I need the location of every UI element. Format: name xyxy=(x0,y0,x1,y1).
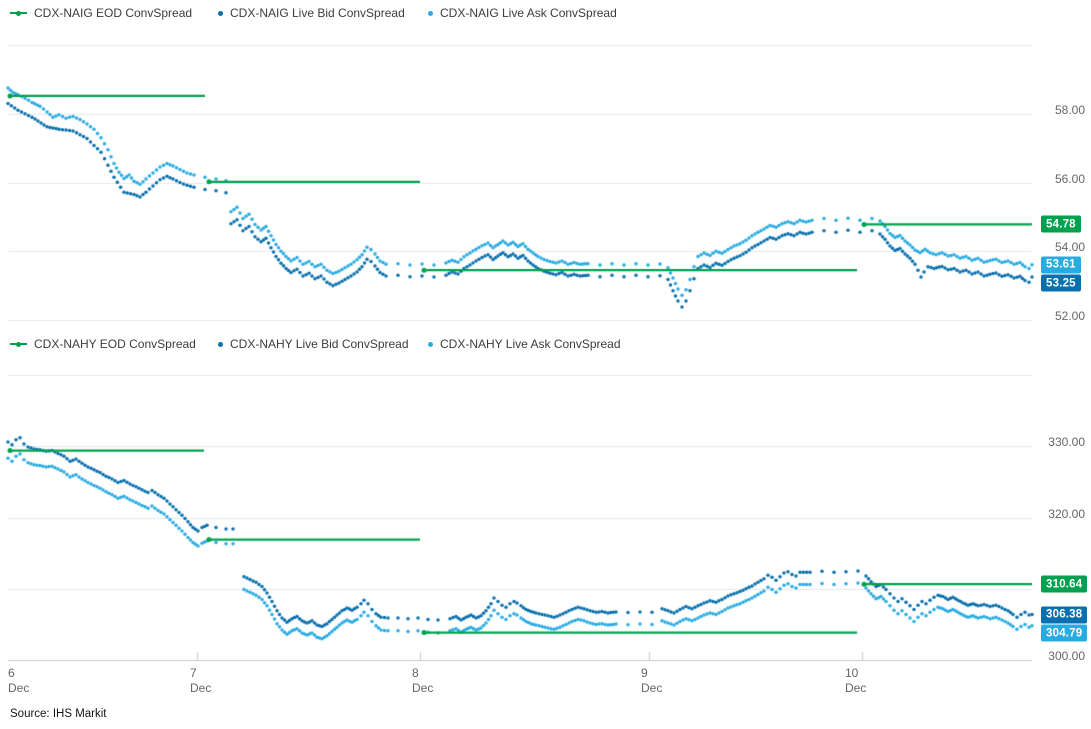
y-axis-label: 330.00 xyxy=(1048,435,1085,450)
bid-dot-marker-icon xyxy=(218,10,223,16)
ask-dot-marker-icon xyxy=(428,341,433,347)
legend-label: CDX-NAIG EOD ConvSpread xyxy=(34,6,193,20)
x-axis-month: Dec xyxy=(412,681,434,695)
legend-label: CDX-NAHY Live Bid ConvSpread xyxy=(230,337,409,351)
legend-label: CDX-NAIG Live Ask ConvSpread xyxy=(440,6,617,20)
legend-item-nahy-bid[interactable]: CDX-NAHY Live Bid ConvSpread xyxy=(218,336,409,352)
x-axis-day: 10 xyxy=(845,666,859,680)
x-axis-month: Dec xyxy=(845,681,867,695)
legend-naig: CDX-NAIG EOD ConvSpread CDX-NAIG Live Bi… xyxy=(0,5,1091,23)
legend-item-nahy-eod[interactable]: CDX-NAHY EOD ConvSpread xyxy=(10,336,196,352)
legend-label: CDX-NAHY EOD ConvSpread xyxy=(34,337,196,351)
x-axis-month: Dec xyxy=(641,681,663,695)
last-value-badge: 53.61 xyxy=(1041,256,1081,274)
y-axis-label: 320.00 xyxy=(1048,506,1085,521)
last-value-badge: 304.79 xyxy=(1041,624,1088,642)
y-axis-label: 54.00 xyxy=(1054,240,1085,255)
last-value-badge: 306.38 xyxy=(1041,606,1088,624)
source-label: Source: IHS Markit xyxy=(10,708,107,720)
x-axis-month: Dec xyxy=(8,681,30,695)
x-axis-day: 8 xyxy=(412,666,419,680)
last-value-badge: 53.25 xyxy=(1041,274,1081,292)
last-value-badge: 54.78 xyxy=(1041,215,1081,233)
legend-item-naig-ask[interactable]: CDX-NAIG Live Ask ConvSpread xyxy=(428,5,617,21)
x-axis-label: 6 Dec xyxy=(8,666,29,696)
ask-dot-marker-icon xyxy=(428,10,433,16)
x-axis-day: 6 xyxy=(8,666,15,680)
x-axis-label: 10 Dec xyxy=(845,666,866,696)
y-axis-label: 300.00 xyxy=(1048,649,1085,663)
legend-item-nahy-ask[interactable]: CDX-NAHY Live Ask ConvSpread xyxy=(428,336,621,352)
eod-line-marker-icon xyxy=(10,341,27,347)
x-axis-label: 9 Dec xyxy=(641,666,662,696)
legend-label: CDX-NAIG Live Bid ConvSpread xyxy=(230,6,405,20)
x-axis-month: Dec xyxy=(190,681,212,695)
legend-nahy: CDX-NAHY EOD ConvSpread CDX-NAHY Live Bi… xyxy=(0,336,1091,354)
x-axis-day: 9 xyxy=(641,666,648,680)
y-axis-label: 52.00 xyxy=(1054,309,1085,323)
legend-label: CDX-NAHY Live Ask ConvSpread xyxy=(440,337,621,351)
legend-item-naig-bid[interactable]: CDX-NAIG Live Bid ConvSpread xyxy=(218,5,405,21)
legend-item-naig-eod[interactable]: CDX-NAIG EOD ConvSpread xyxy=(10,5,192,21)
bid-dot-marker-icon xyxy=(218,341,223,347)
y-axis-label: 58.00 xyxy=(1054,102,1085,117)
last-value-badge: 310.64 xyxy=(1041,575,1088,593)
x-axis-label: 7 Dec xyxy=(190,666,211,696)
eod-line-marker-icon xyxy=(10,10,27,16)
x-axis-label: 8 Dec xyxy=(412,666,433,696)
x-axis-day: 7 xyxy=(190,666,197,680)
y-axis-label: 56.00 xyxy=(1054,171,1085,186)
